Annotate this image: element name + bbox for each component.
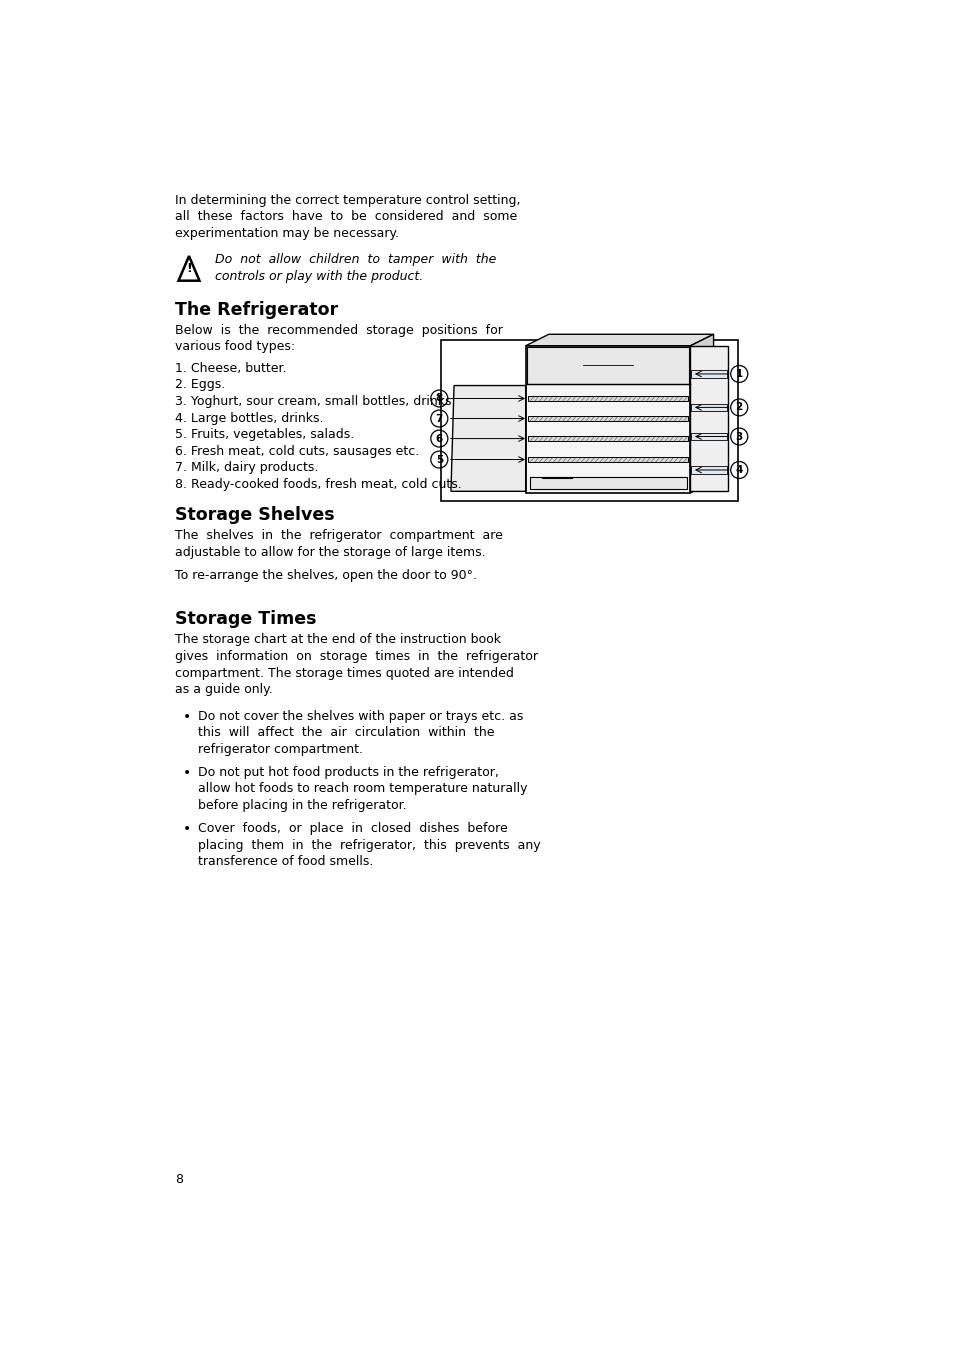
FancyBboxPatch shape [527, 396, 687, 401]
Text: To re-arrange the shelves, open the door to 90°.: To re-arrange the shelves, open the door… [174, 569, 476, 582]
Text: refrigerator compartment.: refrigerator compartment. [198, 743, 363, 755]
FancyBboxPatch shape [525, 346, 690, 493]
Text: transference of food smells.: transference of food smells. [198, 855, 374, 869]
Text: 8. Ready-cooked foods, fresh meat, cold cuts.: 8. Ready-cooked foods, fresh meat, cold … [174, 478, 461, 490]
Text: 8: 8 [436, 393, 442, 404]
Text: as a guide only.: as a guide only. [174, 684, 273, 696]
Text: 4: 4 [735, 465, 742, 476]
FancyBboxPatch shape [527, 457, 687, 462]
FancyBboxPatch shape [691, 432, 726, 440]
Text: 4. Large bottles, drinks.: 4. Large bottles, drinks. [174, 412, 323, 424]
Text: 3. Yoghurt, sour cream, small bottles, drinks.: 3. Yoghurt, sour cream, small bottles, d… [174, 394, 456, 408]
Text: !: ! [186, 262, 192, 274]
Polygon shape [525, 334, 713, 346]
FancyBboxPatch shape [527, 436, 687, 442]
FancyBboxPatch shape [529, 477, 686, 489]
Text: experimentation may be necessary.: experimentation may be necessary. [174, 227, 398, 239]
Text: 7: 7 [436, 413, 442, 423]
Text: before placing in the refrigerator.: before placing in the refrigerator. [198, 798, 407, 812]
Text: Storage Shelves: Storage Shelves [174, 505, 335, 524]
Text: In determining the correct temperature control setting,: In determining the correct temperature c… [174, 193, 520, 207]
Text: 1: 1 [735, 369, 742, 378]
Text: Storage Times: Storage Times [174, 611, 316, 628]
Text: 8: 8 [174, 1173, 183, 1186]
FancyBboxPatch shape [527, 347, 688, 384]
Text: allow hot foods to reach room temperature naturally: allow hot foods to reach room temperatur… [198, 782, 527, 796]
FancyBboxPatch shape [527, 416, 687, 422]
FancyBboxPatch shape [440, 340, 737, 500]
Text: •: • [183, 709, 191, 724]
Text: Do not cover the shelves with paper or trays etc. as: Do not cover the shelves with paper or t… [198, 709, 523, 723]
Text: 3: 3 [735, 431, 742, 442]
Text: adjustable to allow for the storage of large items.: adjustable to allow for the storage of l… [174, 546, 485, 559]
Text: Cover  foods,  or  place  in  closed  dishes  before: Cover foods, or place in closed dishes b… [198, 823, 508, 835]
Text: The  shelves  in  the  refrigerator  compartment  are: The shelves in the refrigerator compartm… [174, 530, 502, 542]
Text: gives  information  on  storage  times  in  the  refrigerator: gives information on storage times in th… [174, 650, 537, 663]
Polygon shape [451, 385, 525, 492]
Text: The Refrigerator: The Refrigerator [174, 301, 337, 319]
FancyBboxPatch shape [691, 466, 726, 474]
Text: placing  them  in  the  refrigerator,  this  prevents  any: placing them in the refrigerator, this p… [198, 839, 540, 851]
Text: 5. Fruits, vegetables, salads.: 5. Fruits, vegetables, salads. [174, 428, 354, 442]
Text: Below  is  the  recommended  storage  positions  for: Below is the recommended storage positio… [174, 324, 502, 336]
Text: Do  not  allow  children  to  tamper  with  the: Do not allow children to tamper with the [215, 253, 497, 266]
Text: this  will  affect  the  air  circulation  within  the: this will affect the air circulation wit… [198, 725, 495, 739]
Polygon shape [690, 334, 713, 493]
Text: 5: 5 [436, 454, 442, 465]
Text: 7. Milk, dairy products.: 7. Milk, dairy products. [174, 461, 318, 474]
FancyBboxPatch shape [691, 370, 726, 378]
Text: all  these  factors  have  to  be  considered  and  some: all these factors have to be considered … [174, 211, 517, 223]
Text: various food types:: various food types: [174, 340, 294, 354]
Text: controls or play with the product.: controls or play with the product. [215, 270, 423, 282]
Text: •: • [183, 766, 191, 780]
Text: 2. Eggs.: 2. Eggs. [174, 378, 225, 392]
Text: 1. Cheese, butter.: 1. Cheese, butter. [174, 362, 286, 376]
Text: 6: 6 [436, 434, 442, 443]
Text: 2: 2 [735, 403, 742, 412]
FancyBboxPatch shape [691, 404, 726, 411]
Text: The storage chart at the end of the instruction book: The storage chart at the end of the inst… [174, 634, 500, 646]
FancyBboxPatch shape [690, 346, 727, 492]
Text: compartment. The storage times quoted are intended: compartment. The storage times quoted ar… [174, 666, 514, 680]
Text: Do not put hot food products in the refrigerator,: Do not put hot food products in the refr… [198, 766, 498, 778]
Text: •: • [183, 823, 191, 836]
Text: 6. Fresh meat, cold cuts, sausages etc.: 6. Fresh meat, cold cuts, sausages etc. [174, 444, 419, 458]
